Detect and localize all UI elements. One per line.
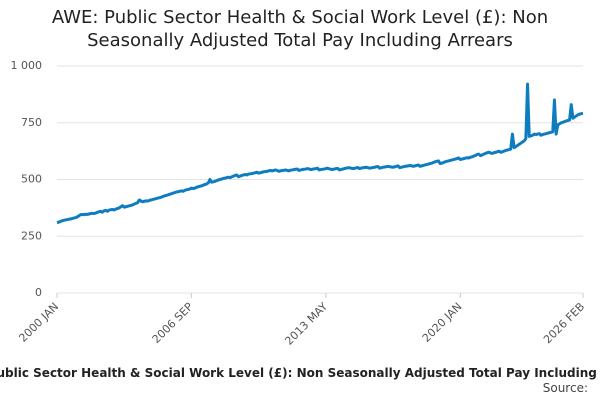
x-tick-label: 2013 MAY	[282, 300, 330, 348]
x-tick-label: 2020 JAN	[420, 300, 465, 345]
line	[56, 82, 584, 225]
x-tick-label: 2026 FEB	[541, 300, 587, 346]
chart-title: AWE: Public Sector Health & Social Work …	[51, 7, 549, 51]
x-tick-label: 2006 SEP	[150, 300, 196, 346]
y-tick-label: 250	[21, 229, 42, 242]
source: Source:	[542, 381, 588, 395]
y-tick-label: 500	[21, 173, 42, 186]
caption: AWE: Public Sector Health & Social Work …	[0, 366, 600, 380]
y-tick-label: 750	[21, 116, 42, 129]
y-tick-label: 0	[35, 286, 42, 299]
y-tick-label: 1 000	[11, 59, 43, 72]
x-tick-label: 2000 JAN	[16, 300, 61, 345]
